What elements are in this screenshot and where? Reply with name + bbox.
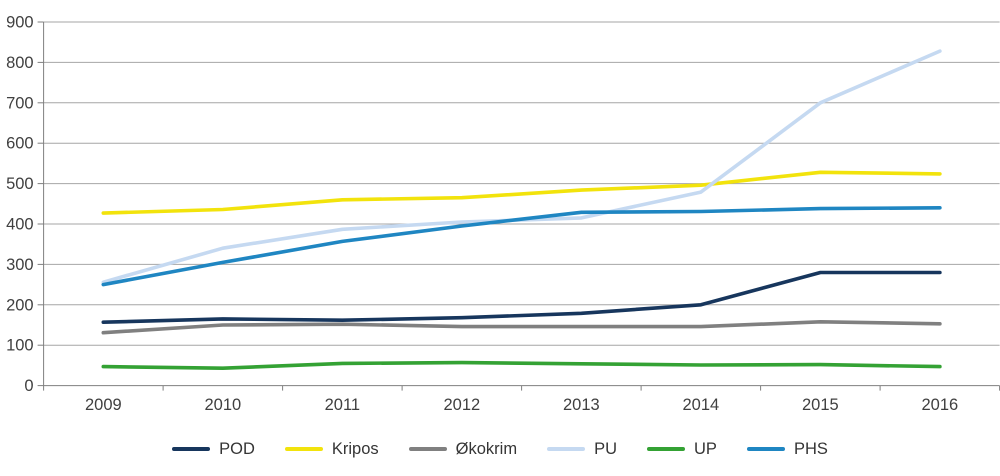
legend-label: UP [694, 439, 717, 458]
x-axis-label: 2009 [85, 396, 122, 414]
legend-label: Kripos [331, 439, 379, 458]
series-line-POD [101, 270, 942, 325]
legend-item-PU: PU [547, 441, 617, 458]
series-line-Kripos [101, 170, 942, 215]
y-axis-label: 500 [6, 175, 34, 193]
legend-line-swatch [172, 447, 211, 451]
legend-item-Kripos: Kripos [284, 439, 379, 458]
y-axis-label: 700 [6, 94, 34, 112]
y-axis-label: 200 [6, 296, 34, 314]
legend-line-swatch [647, 447, 686, 451]
y-axis-label: 600 [6, 135, 34, 153]
legend-item-Økokrim: Økokrim [408, 439, 518, 458]
x-axis-label: 2013 [563, 396, 600, 414]
x-axis-label: 2011 [325, 396, 360, 414]
x-axis-label: 2012 [443, 396, 480, 414]
legend-line-swatch [547, 447, 586, 451]
series-line-Økokrim [101, 319, 942, 335]
x-axis-label: 2014 [682, 396, 719, 414]
legend-label: POD [219, 439, 255, 458]
x-axis-label: 2016 [921, 396, 958, 414]
x-axis-label: 2015 [802, 396, 839, 414]
series-line-UP [101, 360, 942, 371]
chart-legend: POD Kripos Økokrim PU UP PHS [0, 433, 1000, 465]
y-axis-label: 300 [6, 256, 34, 274]
series-line-PU [101, 49, 942, 285]
x-axis-label: 2010 [204, 396, 241, 414]
y-axis-label: 0 [24, 377, 33, 395]
y-axis-label: 100 [6, 337, 34, 355]
legend-label: Økokrim [455, 439, 518, 458]
legend-item-POD: POD [172, 441, 255, 458]
series-line-PHS [101, 206, 942, 287]
y-axis-label: 900 [6, 14, 34, 32]
y-axis-label: 400 [6, 216, 34, 234]
legend-label: PU [594, 439, 618, 458]
legend-line-swatch [746, 447, 785, 451]
legend-label: PHS [793, 439, 828, 458]
legend-item-UP: UP [647, 441, 717, 458]
y-axis-label: 800 [6, 54, 34, 72]
legend-item-PHS: PHS [746, 439, 828, 458]
legend-line-swatch [408, 447, 447, 451]
legend-line-swatch [284, 447, 323, 451]
